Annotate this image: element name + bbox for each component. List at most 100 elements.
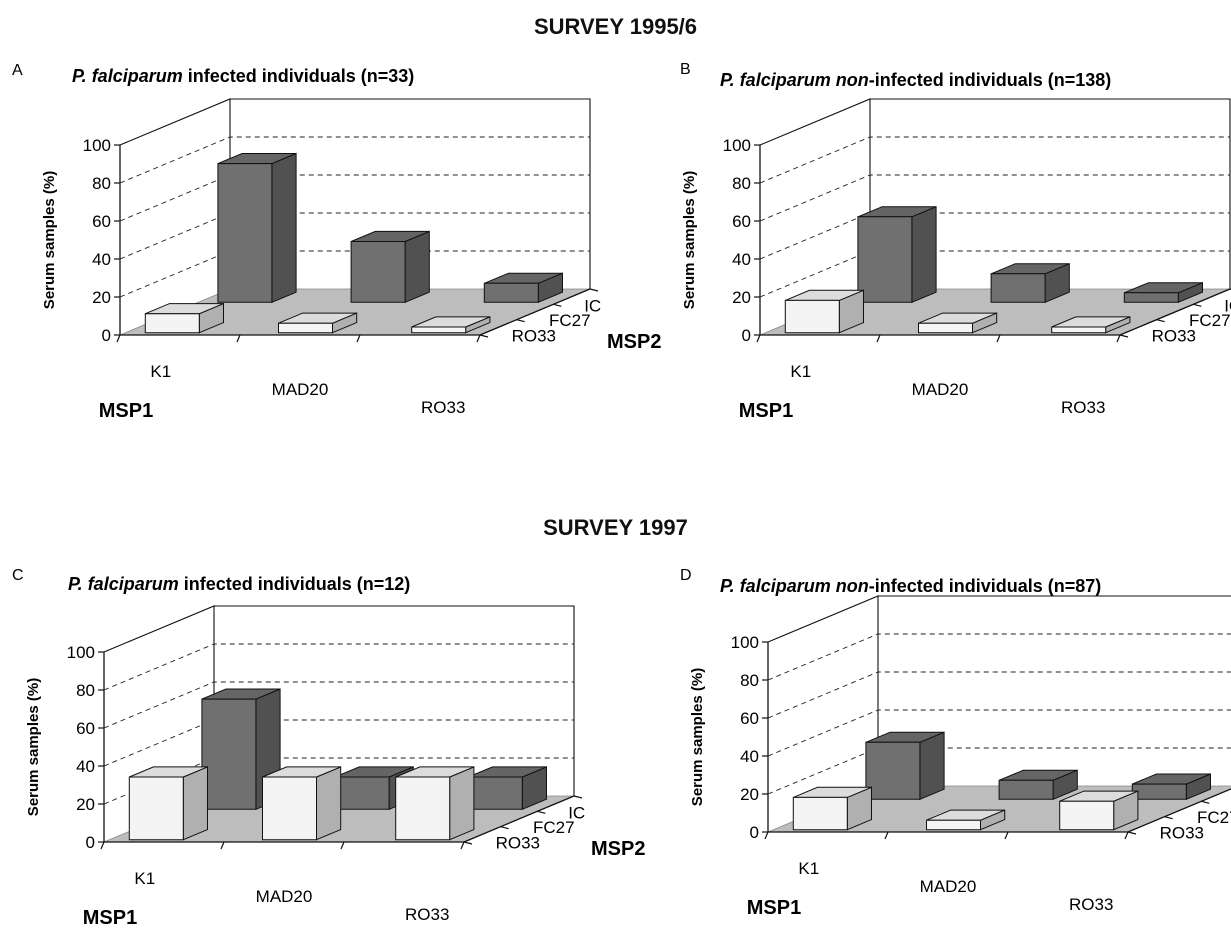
- bar-k1-ro33: [792, 786, 872, 831]
- bar-front-face: [217, 163, 273, 303]
- z-tick: [553, 303, 562, 307]
- panel-subtitle: P. falciparum non-infected individuals (…: [720, 70, 1111, 90]
- panel-letter: A: [12, 62, 23, 79]
- bar-front-face: [128, 776, 184, 841]
- gridline: [759, 212, 1230, 260]
- y-tick-label: 60: [92, 212, 111, 231]
- bar-front-face: [395, 776, 451, 841]
- gridline: [767, 633, 1231, 681]
- gridline: [103, 681, 574, 729]
- z-axis-title: MSP2: [591, 838, 645, 860]
- bar-mad20-ro33: [918, 312, 998, 334]
- bar-k1-ro33: [128, 766, 208, 841]
- bar-front-face: [784, 299, 840, 334]
- bar-front-face: [998, 779, 1054, 800]
- z-tick-label: RO33: [1152, 327, 1196, 346]
- y-tick-label: 20: [732, 288, 751, 307]
- bar-side-face: [182, 766, 208, 841]
- subtitle-rest: infected individuals (n=33): [188, 66, 415, 86]
- back-wall: [878, 595, 1231, 597]
- bar-k1-ic: [857, 205, 937, 304]
- panel-letter: C: [12, 567, 24, 584]
- bar-front-face: [483, 282, 539, 303]
- x-tick: [764, 831, 769, 840]
- y-tick-label: 40: [740, 747, 759, 766]
- gridline: [119, 136, 590, 184]
- x-tick: [236, 334, 241, 343]
- x-tick-label: K1: [798, 859, 819, 878]
- side-wall: [767, 595, 879, 786]
- bar-ro33-ro33: [1051, 316, 1131, 334]
- x-tick: [100, 841, 105, 850]
- bar-k1-ic: [865, 731, 945, 801]
- gridline: [103, 643, 574, 691]
- panel-subtitle: P. falciparum infected individuals (n=12…: [68, 574, 410, 594]
- bar-front-face: [467, 776, 523, 810]
- bar-front-face: [1051, 326, 1107, 334]
- gridline: [103, 719, 574, 767]
- back-wall: [230, 98, 591, 289]
- z-tick: [1156, 319, 1165, 323]
- z-tick-label: FC27: [1197, 808, 1231, 827]
- x-tick: [340, 841, 345, 850]
- bar-side-face: [316, 766, 342, 841]
- z-tick: [1127, 831, 1137, 835]
- survey-title-1995: SURVEY 1995/6: [533, 14, 698, 39]
- z-tick: [573, 795, 583, 799]
- bar-side-face: [271, 152, 297, 304]
- bar-ro33-ic: [467, 766, 547, 811]
- z-axis-line: [479, 288, 591, 336]
- x-tick: [1116, 334, 1121, 343]
- bar-front-face: [1131, 783, 1187, 800]
- y-tick-label: 60: [740, 709, 759, 728]
- x-tick-label: RO33: [1069, 895, 1113, 914]
- gridline: [119, 174, 590, 222]
- back-wall: [870, 98, 1231, 289]
- x-tick: [220, 841, 225, 850]
- subtitle-italic-word: non: [836, 576, 869, 596]
- bar-ro33-ro33: [411, 316, 491, 334]
- subtitle-rest: infected individuals (n=12): [184, 574, 411, 594]
- bar-front-face: [857, 216, 913, 303]
- x-tick: [996, 334, 1001, 343]
- chart-panel-b: B P. falciparum non-infected individuals …: [680, 61, 1231, 422]
- bar-front-face: [201, 698, 257, 810]
- y-axis-title: Serum samples (%): [681, 171, 698, 309]
- subtitle-species: P. falciparum: [720, 70, 836, 90]
- z-tick-label: RO33: [1160, 824, 1204, 843]
- y-tick-label: 0: [102, 326, 111, 345]
- z-axis-line: [1127, 788, 1231, 833]
- bar-side-face: [919, 731, 945, 801]
- y-axis-title: Serum samples (%): [41, 171, 58, 309]
- x-tick-label: MAD20: [920, 877, 977, 896]
- x-axis-title: MSP1: [739, 400, 793, 422]
- panel-subtitle: P. falciparum infected individuals (n=33…: [72, 66, 414, 86]
- bar-front-face: [1059, 800, 1115, 831]
- y-tick-label: 80: [76, 681, 95, 700]
- bar-front-face: [350, 241, 406, 303]
- y-tick-label: 80: [740, 671, 759, 690]
- z-tick: [589, 288, 599, 292]
- bar-front-face: [990, 273, 1046, 303]
- z-tick: [1201, 800, 1210, 804]
- x-tick: [116, 334, 121, 343]
- bar-k1-ic: [217, 152, 297, 304]
- x-tick: [476, 334, 481, 343]
- y-tick-label: 80: [92, 174, 111, 193]
- bar-k1-ro33: [144, 302, 224, 334]
- x-tick: [460, 841, 465, 850]
- bar-front-face: [334, 776, 390, 810]
- gridline: [759, 174, 1230, 222]
- bar-mad20-ic: [350, 230, 430, 304]
- panel-subtitle: P. falciparum non-infected individuals (…: [720, 576, 1101, 596]
- z-tick-label: FC27: [533, 818, 575, 837]
- z-tick-label: FC27: [1189, 311, 1231, 330]
- y-tick-label: 80: [732, 174, 751, 193]
- subtitle-species: P. falciparum: [72, 66, 188, 86]
- bar-ro33-ic: [1123, 281, 1203, 304]
- gridline: [759, 136, 1230, 184]
- x-axis-title: MSP1: [747, 897, 801, 919]
- gridline: [767, 709, 1231, 757]
- z-axis-line: [1119, 288, 1231, 336]
- x-tick-label: MAD20: [256, 887, 313, 906]
